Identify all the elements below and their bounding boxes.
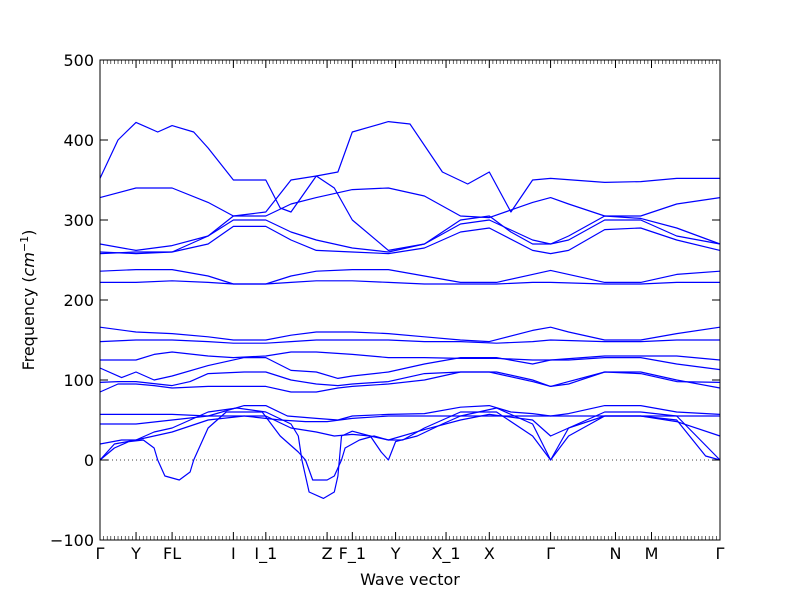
y-tick-label: 100 bbox=[63, 371, 94, 390]
band-line-14 bbox=[99, 225, 721, 255]
x-tick-label: Γ bbox=[716, 544, 725, 563]
x-tick-label: N bbox=[609, 544, 621, 563]
x-tick-label: M bbox=[645, 544, 659, 563]
band-line-5 bbox=[100, 405, 721, 421]
band-line-6 bbox=[99, 371, 721, 393]
band-line-17 bbox=[99, 120, 720, 213]
band-line-7 bbox=[99, 371, 721, 387]
x-tick-label: Γ bbox=[96, 544, 105, 563]
x-tick-label: X bbox=[484, 544, 495, 563]
y-tick-label: 400 bbox=[63, 131, 94, 150]
band-line-10 bbox=[99, 339, 720, 344]
band-line-16 bbox=[99, 187, 721, 219]
x-tick-label: FL bbox=[163, 544, 181, 563]
x-tick-label: I_1 bbox=[254, 544, 277, 564]
x-tick-label: Γ bbox=[546, 544, 555, 563]
x-tick-label: Y bbox=[130, 544, 141, 563]
band-line-3 bbox=[99, 413, 721, 445]
y-tick-label: 0 bbox=[84, 451, 94, 470]
y-tick-label: 200 bbox=[63, 291, 94, 310]
x-tick-label: F_1 bbox=[339, 544, 366, 564]
band-line-11 bbox=[99, 326, 721, 343]
x-tick-label: X_1 bbox=[431, 544, 460, 564]
band-line-8 bbox=[99, 357, 721, 381]
y-tick-label: 500 bbox=[63, 51, 94, 70]
series-layer bbox=[99, 120, 721, 499]
band-line-9 bbox=[100, 351, 721, 361]
y-tick-label: 300 bbox=[63, 211, 94, 230]
band-line-12 bbox=[100, 280, 720, 285]
x-tick-label: I bbox=[231, 544, 236, 563]
y-tick-label: −100 bbox=[50, 531, 94, 550]
band-line-1 bbox=[99, 411, 721, 481]
x-axis-label: Wave vector bbox=[360, 570, 460, 589]
band-line-18 bbox=[99, 175, 721, 255]
y-axis-label: Frequency (cm−1) bbox=[18, 230, 39, 371]
band-line-13 bbox=[99, 269, 721, 285]
axes-frame bbox=[99, 59, 721, 541]
ticks-layer: Γ Y FL I I_1 Z F_1 Y X_1 X Γ N M Γ−100010020030040050… bbox=[50, 51, 724, 564]
x-tick-label: Y bbox=[390, 544, 401, 563]
x-tick-label: Z bbox=[322, 544, 333, 563]
